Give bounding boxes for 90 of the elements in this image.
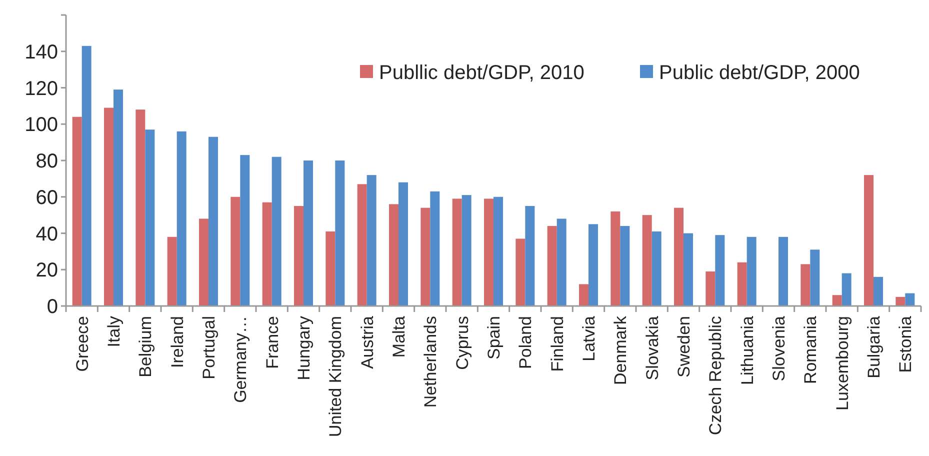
x-tick-label: United Kingdom: [326, 316, 346, 437]
x-tick-label: Belgium: [136, 316, 156, 378]
x-tick-label: Denmark: [611, 316, 630, 385]
bar: [430, 191, 440, 306]
bar: [547, 226, 557, 306]
y-tick-label: 100: [24, 114, 58, 136]
x-tick-label: Netherlands: [421, 316, 440, 408]
x-tick-label: Sweden: [674, 316, 694, 378]
bar: [525, 206, 535, 306]
x-tick-label: Italy: [104, 316, 124, 348]
y-tick-label: 40: [36, 223, 58, 246]
bar: [72, 116, 82, 306]
bar: [652, 231, 662, 306]
bar: [366, 175, 376, 306]
bar: [262, 202, 272, 306]
bar: [136, 110, 146, 306]
bar: [208, 136, 218, 306]
x-tick-label: Germany…: [231, 316, 250, 403]
bar: [304, 160, 313, 306]
bar: [896, 296, 906, 306]
x-tick-label: Bulgaria: [864, 315, 884, 378]
x-tick-label: Portugal: [199, 316, 218, 380]
x-tick-label: Malta: [389, 315, 408, 358]
bar: [610, 211, 620, 306]
bar: [452, 198, 462, 306]
bar: [335, 160, 345, 306]
y-tick-label: 120: [24, 78, 58, 100]
bar: [642, 215, 652, 306]
bar: [240, 155, 250, 306]
bar: [842, 273, 852, 306]
x-tick-label: Luxembourg: [832, 316, 852, 411]
x-tick-label: Spain: [484, 316, 504, 360]
bar: [620, 226, 630, 306]
bar: [82, 46, 92, 306]
y-tick-label: 140: [24, 41, 58, 64]
bar: [167, 236, 177, 306]
bar: [294, 206, 304, 306]
bar: [389, 204, 398, 306]
bar: [420, 208, 430, 306]
bar: [737, 262, 747, 306]
x-tick-label: Finland: [548, 316, 567, 372]
bar: [199, 218, 208, 306]
bar: [494, 196, 503, 306]
bar: [905, 293, 915, 306]
bar: [832, 295, 842, 306]
bar: [145, 130, 155, 306]
legend-label: Publlic debt/GDP, 2010: [379, 62, 584, 84]
bar: [114, 90, 123, 306]
bar: [778, 236, 788, 306]
legend-label: Public debt/GDP, 2000: [659, 62, 860, 84]
bar: [579, 284, 588, 306]
bar: [176, 131, 186, 306]
bar: [326, 231, 336, 306]
bar: [462, 195, 472, 306]
x-tick-label: Slovakia: [642, 315, 662, 380]
x-tick-label: Czech Republic: [706, 316, 726, 436]
bar: [715, 235, 725, 306]
x-tick-label: Slovenia: [769, 315, 788, 382]
y-tick-label: 80: [36, 150, 58, 172]
bar: [104, 108, 114, 306]
bar: [556, 218, 566, 306]
x-tick-label: Cyprus: [452, 316, 472, 370]
bar: [588, 224, 598, 306]
x-tick-label: Hungary: [294, 316, 314, 380]
bar: [684, 233, 693, 306]
x-tick-label: Estonia: [896, 315, 916, 373]
bar: [674, 208, 684, 306]
y-tick-label: 20: [36, 260, 58, 282]
bar: [484, 198, 494, 306]
bar: [357, 184, 367, 306]
bar: [874, 276, 883, 306]
bar: [706, 271, 716, 306]
x-tick-label: Poland: [516, 316, 536, 369]
bar: [516, 238, 526, 306]
x-tick-label: Austria: [358, 315, 377, 369]
x-tick-label: Greece: [72, 316, 92, 372]
x-tick-label: Ireland: [168, 316, 187, 368]
bar: [230, 196, 240, 306]
x-tick-label: France: [262, 316, 282, 369]
x-tick-label: Lithuania: [738, 315, 757, 386]
x-tick-label: Latvia: [579, 315, 598, 362]
bar: [272, 156, 282, 306]
bar: [800, 264, 810, 306]
y-tick-label: 60: [36, 186, 58, 209]
bar: [746, 236, 756, 306]
x-tick-label: Romania: [801, 315, 820, 384]
bar: [810, 250, 820, 306]
y-tick-label: 0: [46, 296, 58, 318]
bar: [398, 182, 408, 306]
bar: [864, 175, 874, 306]
